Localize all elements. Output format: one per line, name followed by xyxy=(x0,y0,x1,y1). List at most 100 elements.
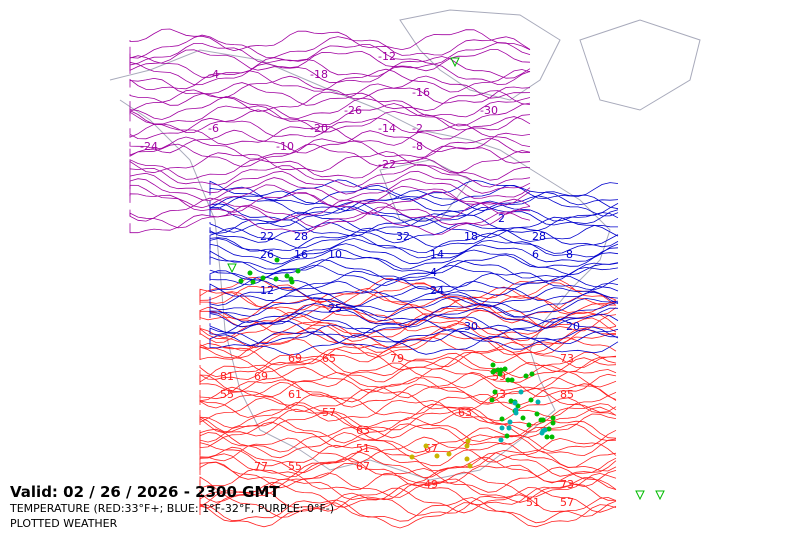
very-cold-contour-label: -14 xyxy=(378,122,396,135)
very-cold-isotherm xyxy=(129,116,531,140)
very-cold-isotherm xyxy=(129,75,531,100)
cold-isotherm xyxy=(209,296,619,319)
cold-isotherm xyxy=(209,324,619,345)
warm-contour-label: 77 xyxy=(254,460,268,473)
mixed-precip-symbol xyxy=(507,419,513,425)
cold-isotherm xyxy=(209,291,619,313)
warm-contour-label: 49 xyxy=(424,478,438,491)
warm-isotherm xyxy=(199,491,617,518)
rain-symbol xyxy=(495,367,501,373)
warm-isotherm xyxy=(199,436,617,464)
cold-isotherm xyxy=(209,264,619,286)
cold-isotherm xyxy=(209,254,619,276)
warm-contour-label: 55 xyxy=(220,388,234,401)
very-cold-contour-label: -10 xyxy=(276,140,294,153)
warm-isotherm xyxy=(199,477,617,503)
rain-symbol xyxy=(497,371,503,377)
very-cold-isotherm xyxy=(129,68,531,93)
cold-isotherm xyxy=(209,221,619,244)
cold-isotherm xyxy=(209,232,619,254)
cold-isotherm xyxy=(209,259,619,281)
rain-symbol xyxy=(529,371,535,377)
rain-symbol xyxy=(549,434,555,440)
haze-symbol xyxy=(423,443,429,449)
rain-symbol xyxy=(520,415,526,421)
warm-isotherm xyxy=(199,426,617,454)
warm-isotherm xyxy=(199,487,617,514)
mixed-precip-symbol xyxy=(518,389,524,395)
very-cold-contour-label: -24 xyxy=(140,140,158,153)
warm-isotherm xyxy=(199,321,617,349)
rain-symbol xyxy=(508,398,514,404)
very-cold-isotherm xyxy=(129,61,531,86)
warm-isotherm xyxy=(199,371,617,399)
very-cold-contour-label: -12 xyxy=(378,50,396,63)
cold-contour-label: 28 xyxy=(294,230,308,243)
warm-isotherm xyxy=(199,366,617,393)
warm-contour-label: 57 xyxy=(560,496,574,509)
cold-contour-label: 24 xyxy=(430,284,444,297)
warm-contour-label: 73 xyxy=(560,352,574,365)
rain-symbol xyxy=(273,276,279,282)
cold-contour-label: 30 xyxy=(464,320,478,333)
very-cold-contour-label: -20 xyxy=(310,122,328,135)
rain-symbol xyxy=(526,422,532,428)
cold-isotherm xyxy=(209,184,619,207)
mixed-precip-symbol xyxy=(506,425,512,431)
warm-isotherm xyxy=(199,386,617,413)
warm-contour-label: 51 xyxy=(526,496,540,509)
cold-contour-label: 2 xyxy=(498,212,505,225)
mixed-precip-symbol xyxy=(535,399,541,405)
cold-isotherm xyxy=(209,216,619,239)
rain-symbol xyxy=(490,369,496,375)
rain-symbol xyxy=(238,278,244,284)
very-cold-isotherm xyxy=(129,102,531,127)
very-cold-isotherm xyxy=(129,163,531,188)
mixed-precip-symbol xyxy=(498,437,504,443)
warm-contour-label: 79 xyxy=(390,352,404,365)
mixed-precip-symbol xyxy=(513,410,519,416)
rain-symbol xyxy=(247,270,253,276)
very-cold-contour-label: -18 xyxy=(310,68,328,81)
cold-contour-label: 12 xyxy=(260,284,274,297)
very-cold-isotherm xyxy=(129,143,531,168)
warm-isotherm xyxy=(199,362,617,389)
mixed-precip-symbol xyxy=(540,428,546,434)
cold-contour-label: 16 xyxy=(294,248,308,261)
cold-isotherm xyxy=(209,238,619,260)
haze-symbol xyxy=(467,463,473,469)
cold-contour-label: 18 xyxy=(464,230,478,243)
very-cold-isotherm xyxy=(129,170,531,195)
warm-contour-label: 63 xyxy=(458,406,472,419)
warm-isotherm xyxy=(199,481,616,509)
cold-contour-label: 28 xyxy=(532,230,546,243)
very-cold-isotherm xyxy=(129,177,531,201)
warm-isotherm xyxy=(199,442,617,469)
warm-isotherm xyxy=(199,341,617,368)
cold-isotherm xyxy=(209,179,619,201)
very-cold-isotherm xyxy=(129,129,531,154)
warm-contour-label: 67 xyxy=(356,460,370,473)
rain-symbol xyxy=(505,377,511,383)
shower-symbol xyxy=(227,263,237,274)
very-cold-isotherm xyxy=(129,49,531,72)
warm-isotherm xyxy=(199,336,617,363)
cold-isotherm xyxy=(209,243,619,265)
rain-symbol xyxy=(274,257,280,263)
coastline xyxy=(399,9,561,101)
cold-isotherm xyxy=(209,328,619,350)
very-cold-isotherm xyxy=(129,136,531,160)
rain-symbol xyxy=(528,397,534,403)
cold-contour-label: 4 xyxy=(430,266,437,279)
cold-contour-label: 8 xyxy=(566,248,573,261)
rain-symbol xyxy=(540,417,546,423)
very-cold-contour-label: -8 xyxy=(412,140,423,153)
very-cold-isotherm xyxy=(129,109,531,133)
rain-symbol xyxy=(284,273,290,279)
cold-isotherm xyxy=(209,317,619,340)
cold-isotherm xyxy=(209,248,619,270)
rain-symbol xyxy=(489,397,495,403)
warm-isotherm xyxy=(199,381,617,409)
rain-symbol xyxy=(523,373,529,379)
